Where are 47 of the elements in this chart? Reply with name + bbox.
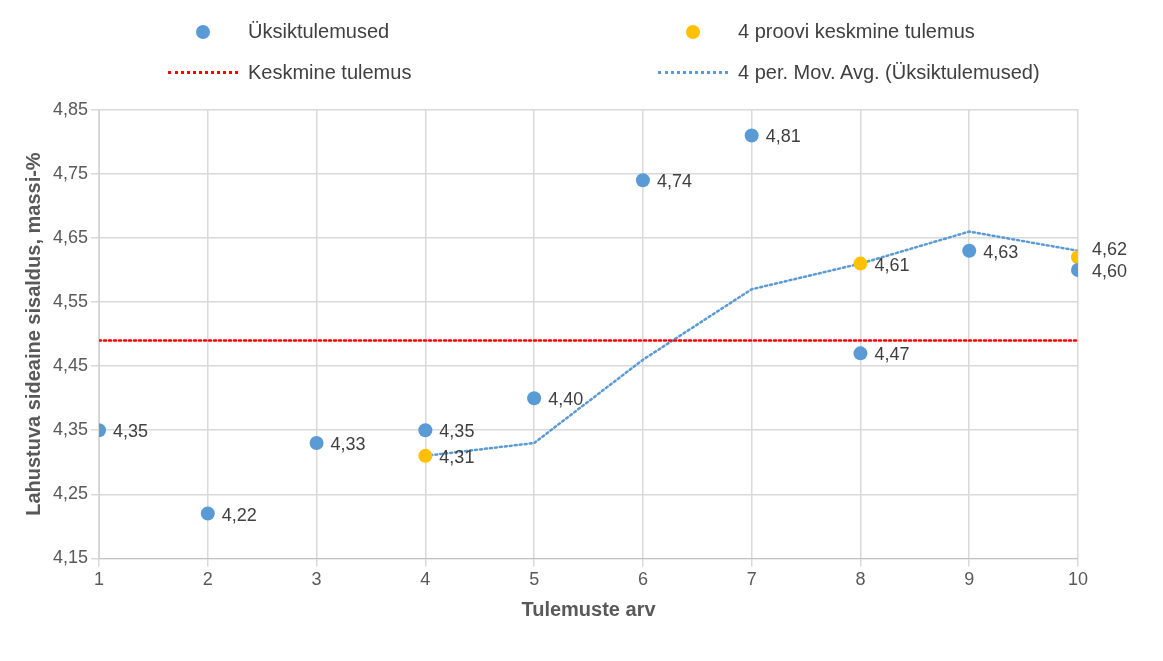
legend-label: Keskmine tulemus <box>248 61 412 84</box>
data-label: 4,31 <box>439 446 475 467</box>
y-tick-label: 4,65 <box>52 226 89 247</box>
x-tick-label: 10 <box>1067 569 1089 590</box>
point <box>962 243 977 258</box>
data-label: 4,61 <box>874 254 910 275</box>
y-tick-label: 4,15 <box>52 547 89 568</box>
y-tick-label: 4,55 <box>52 291 89 312</box>
data-label: 4,74 <box>656 171 692 192</box>
x-tick-label: 9 <box>964 569 975 590</box>
y-tick-label: 4,75 <box>52 162 89 183</box>
data-label: 4,60 <box>1092 260 1128 281</box>
x-tick-label: 1 <box>94 569 105 590</box>
point <box>200 506 215 521</box>
data-label: 4,22 <box>221 504 257 525</box>
x-tick-label: 4 <box>420 569 431 590</box>
point <box>853 256 868 271</box>
data-label: 4,47 <box>874 344 910 365</box>
data-label: 4,40 <box>548 389 584 410</box>
y-tick-label: 4,45 <box>52 355 89 376</box>
x-tick-label: 6 <box>637 569 648 590</box>
legend-label: 4 per. Mov. Avg. (Üksiktulemused) <box>738 61 1040 84</box>
point <box>635 173 650 188</box>
y-tick-label: 4,85 <box>52 98 89 119</box>
legend-label: 4 proovi keskmine tulemus <box>738 20 975 43</box>
data-label: 4,63 <box>983 241 1019 262</box>
point <box>853 346 868 361</box>
x-axis-title: Tulemuste arv <box>521 597 657 620</box>
point <box>418 423 433 438</box>
data-label: 4,35 <box>439 421 475 442</box>
point <box>309 436 324 451</box>
y-tick-label: 4,25 <box>52 483 89 504</box>
x-tick-label: 2 <box>202 569 213 590</box>
point <box>527 391 542 406</box>
data-label: 4,81 <box>765 126 801 147</box>
x-tick-label: 7 <box>746 569 757 590</box>
x-tick-label: 3 <box>311 569 322 590</box>
x-tick-label: 8 <box>855 569 866 590</box>
y-tick-label: 4,35 <box>52 419 89 440</box>
data-label: 4,35 <box>113 421 149 442</box>
point <box>418 448 433 463</box>
x-tick-label: 5 <box>529 569 540 590</box>
data-label: 4,62 <box>1092 238 1128 259</box>
data-label: 4,33 <box>330 434 366 455</box>
point <box>744 128 759 143</box>
legend-label: Üksiktulemused <box>248 20 390 43</box>
y-axis-title: Lahustuva sideaine sisaldus, massi-% <box>21 152 44 516</box>
